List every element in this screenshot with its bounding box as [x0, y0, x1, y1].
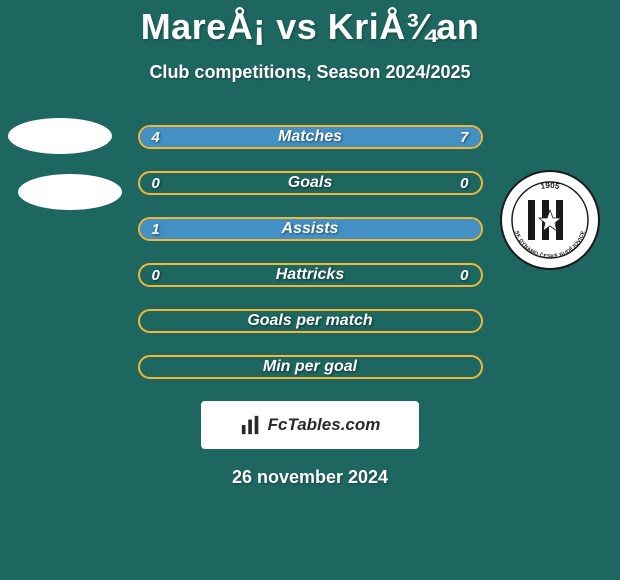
brand-text: FcTables.com	[268, 415, 381, 435]
page-title: MareÅ¡ vs KriÅ¾an	[0, 0, 620, 48]
stat-label: Assists	[140, 220, 481, 238]
date-text: 26 november 2024	[0, 467, 620, 488]
stat-row-min-per-goal: Min per goal	[138, 355, 483, 379]
club-badge-right: 1905 SK DYNAMO ČESKÉ BUDĚJOVICE	[500, 170, 600, 270]
stat-label: Goals per match	[140, 312, 481, 330]
player-left-avatar-2	[18, 174, 122, 210]
stat-label: Matches	[140, 128, 481, 146]
stat-value-right: 0	[460, 267, 468, 284]
stat-row-goals-per-match: Goals per match	[138, 309, 483, 333]
stat-row-hattricks: 0 Hattricks 0	[138, 263, 483, 287]
stat-row-matches: 4 Matches 7	[138, 125, 483, 149]
player-left-avatar-1	[8, 118, 112, 154]
stat-row-goals: 0 Goals 0	[138, 171, 483, 195]
brand-box[interactable]: FcTables.com	[201, 401, 419, 449]
stat-label: Min per goal	[140, 358, 481, 376]
stat-label: Hattricks	[140, 266, 481, 284]
stat-label: Goals	[140, 174, 481, 192]
subtitle: Club competitions, Season 2024/2025	[0, 62, 620, 83]
stat-row-assists: 1 Assists	[138, 217, 483, 241]
stat-value-right: 0	[460, 175, 468, 192]
chart-icon	[240, 414, 262, 436]
stat-value-right: 7	[460, 129, 468, 146]
